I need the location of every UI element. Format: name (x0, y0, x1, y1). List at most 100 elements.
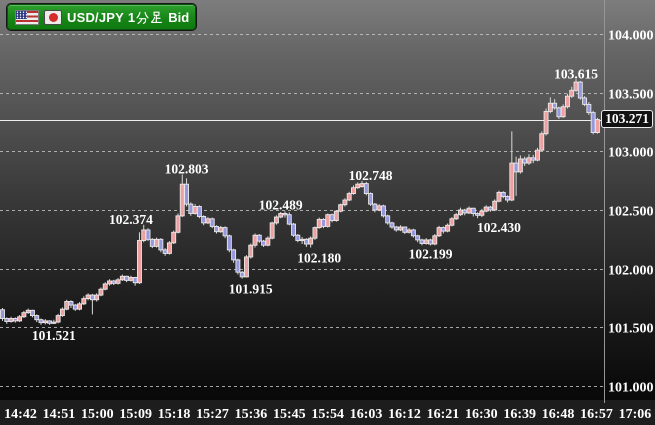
candle (124, 275, 130, 283)
candle (329, 213, 335, 223)
candle (4, 317, 10, 324)
candle (526, 154, 532, 165)
candle (145, 228, 151, 242)
candle (453, 212, 459, 220)
candle (415, 234, 421, 243)
candle (338, 203, 344, 213)
time-label: 16:39 (503, 407, 536, 422)
candle (89, 293, 95, 315)
candle (582, 96, 588, 107)
time-label: 14:42 (4, 407, 37, 422)
candle (222, 226, 228, 239)
us-flag-icon (15, 9, 39, 25)
candle (132, 276, 138, 286)
candle (201, 215, 207, 226)
candle (0, 307, 5, 321)
candle (166, 241, 172, 255)
price-tick-label: 104.000 (608, 29, 654, 44)
price-annotation: 102.180 (297, 251, 341, 266)
candle (17, 315, 23, 323)
candle (77, 302, 82, 311)
candle (107, 279, 112, 286)
candle (594, 117, 600, 134)
bid-label: Bid (168, 9, 190, 25)
candle (402, 226, 408, 235)
price-annotation: 102.489 (259, 198, 303, 213)
price-annotation: 101.915 (229, 282, 273, 297)
time-label: 16:12 (388, 407, 421, 422)
candle (235, 258, 241, 275)
price-tick-label: 102.500 (608, 205, 654, 220)
candle (85, 293, 91, 301)
candle (351, 185, 356, 195)
candle (34, 314, 40, 323)
time-label: 15:18 (158, 407, 191, 422)
time-label: 16:57 (580, 407, 613, 422)
candle (205, 217, 211, 225)
candle (333, 209, 339, 222)
candle (278, 211, 284, 219)
candle (355, 182, 361, 189)
candle (282, 211, 288, 218)
candle (535, 147, 540, 162)
instrument-label: USD/JPY 1 (67, 10, 163, 25)
candle (94, 293, 100, 302)
candle (64, 299, 70, 311)
candle (363, 181, 369, 196)
candle (8, 316, 14, 323)
candle (308, 236, 314, 248)
candle (492, 199, 498, 212)
candle (475, 212, 481, 219)
time-label: 16:21 (427, 407, 460, 422)
time-label: 16:30 (465, 407, 498, 422)
time-label: 16:03 (350, 407, 383, 422)
kanji-foot-icon (151, 11, 163, 23)
candle (325, 213, 331, 228)
candle (214, 225, 219, 234)
instrument-badge[interactable]: USD/JPY 1 Bid (7, 4, 196, 30)
candle (252, 233, 258, 248)
candle (98, 287, 104, 297)
candle (162, 248, 168, 256)
time-label: 15:54 (311, 407, 344, 422)
candle (149, 238, 155, 249)
japan-flag-icon (44, 9, 62, 25)
candle (368, 192, 374, 206)
candle (342, 198, 348, 207)
candle (119, 274, 125, 281)
time-label: 16:48 (542, 407, 575, 422)
candle (42, 319, 48, 325)
candle (248, 243, 254, 259)
price-tick-label: 101.000 (608, 381, 654, 396)
price-annotation: 101.521 (32, 328, 76, 343)
price-annotation: 102.199 (409, 246, 453, 261)
price-annotation: 103.615 (554, 66, 598, 81)
candle (47, 320, 53, 325)
candle (547, 97, 553, 114)
current-price-box: 103.271 (601, 110, 653, 128)
candle (256, 234, 262, 243)
candle (51, 319, 57, 325)
candle (385, 214, 391, 225)
candle (25, 308, 31, 314)
candle (483, 205, 489, 213)
candle (445, 223, 451, 233)
candle (286, 212, 292, 226)
time-label: 15:00 (81, 407, 114, 422)
price-tick-label: 102.000 (608, 264, 654, 279)
candle (102, 282, 108, 291)
price-annotation: 102.430 (477, 220, 521, 235)
candle (154, 237, 160, 248)
candle (590, 110, 596, 135)
candle (244, 255, 249, 278)
candle (158, 238, 164, 253)
candle (115, 278, 121, 285)
candle (530, 154, 536, 164)
candle (316, 217, 322, 229)
time-label: 14:51 (43, 407, 76, 422)
price-tick-label: 103.000 (608, 146, 654, 161)
price-annotation: 102.803 (165, 161, 209, 176)
candle (419, 238, 425, 246)
candle (128, 275, 134, 282)
